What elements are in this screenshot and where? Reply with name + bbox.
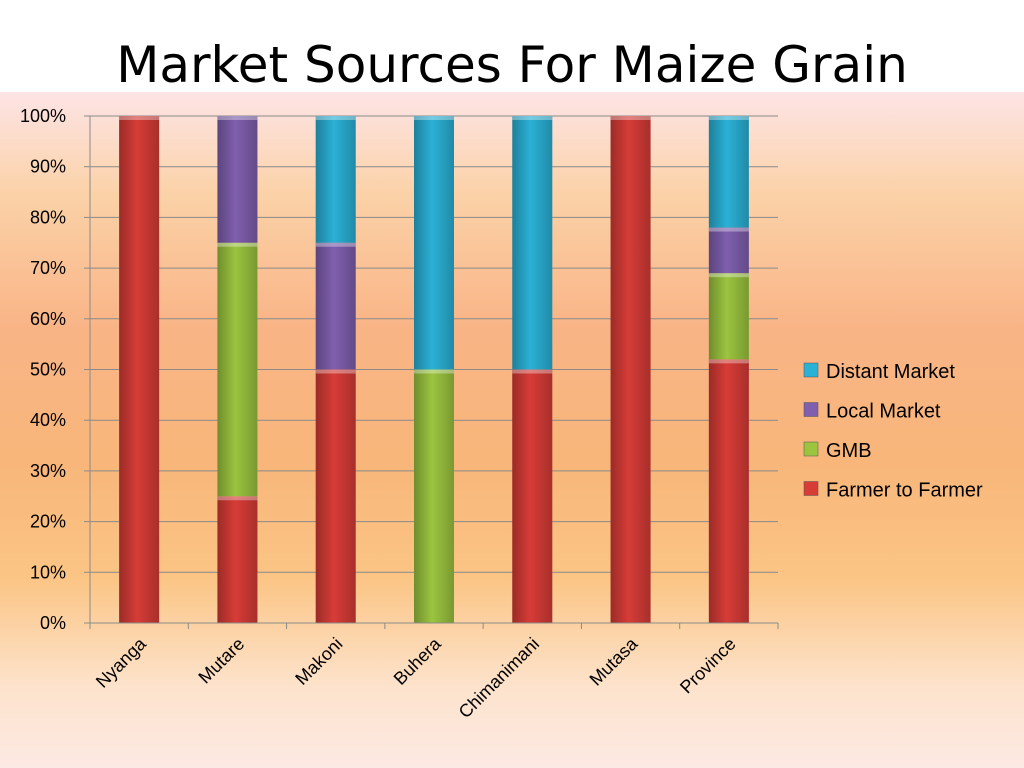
legend: Distant Market Local Market GMB Farmer to F… (803, 361, 983, 502)
bar-highlight (315, 242, 356, 247)
bar-highlight (708, 227, 749, 232)
bar-segment (119, 116, 160, 623)
legend-swatch (803, 402, 819, 417)
bar-highlight (512, 116, 553, 120)
bar-highlight (708, 359, 749, 364)
legend-item: Distant Market (803, 361, 955, 383)
bar-shading (512, 369, 553, 623)
bar-shading (315, 116, 356, 243)
bar-shading (414, 116, 454, 370)
y-tick-label: 70% (30, 258, 66, 278)
bar-highlight (708, 116, 749, 120)
slide-background (0, 92, 1024, 768)
bar-shading (315, 242, 356, 370)
bar-highlight (315, 369, 356, 374)
x-tick-label: Nyanga (92, 633, 151, 692)
x-tick-label: Buhera (390, 633, 446, 689)
legend-label: Distant Market (826, 361, 955, 383)
bar-shading (217, 242, 258, 497)
y-tick-label: 100% (20, 106, 66, 126)
y-tick-label: 10% (30, 562, 66, 582)
y-tick-label: 0% (40, 613, 66, 633)
bar-segment (315, 116, 356, 243)
x-tick-label: Mutasa (586, 633, 643, 690)
y-tick-label: 40% (30, 410, 66, 430)
y-tick-label: 60% (30, 309, 66, 329)
bar-highlight (414, 116, 454, 120)
bar-segment (414, 116, 454, 370)
bar-shading (414, 369, 454, 623)
x-tick-label: Mutare (194, 634, 248, 688)
legend-swatch (803, 362, 819, 378)
bar-shading (315, 369, 356, 623)
bar-shading (708, 359, 749, 623)
bar-highlight (315, 116, 356, 120)
bar-highlight (119, 116, 160, 120)
legend-label: GMB (826, 440, 872, 462)
legend-item: Farmer to Farmer (803, 480, 983, 502)
bar-highlight (708, 273, 749, 278)
bar-shading (119, 116, 160, 623)
x-tick-label: Makoni (291, 634, 346, 689)
y-tick-label: 20% (30, 512, 66, 532)
bar-highlight (512, 369, 553, 374)
bars (119, 116, 749, 623)
bar-segment (217, 242, 258, 497)
bar-segment (315, 369, 356, 623)
axes (89, 116, 778, 624)
bar-highlight (610, 116, 651, 120)
x-axis-ticks: Nyanga Mutare Makoni Buhera Chimanimani Mutas… (89, 623, 779, 722)
legend-swatch (803, 441, 819, 457)
legend-item: Local Market (803, 401, 941, 423)
bar-segment (512, 369, 553, 623)
legend-label: Farmer to Farmer (826, 480, 983, 502)
bar-segment (610, 116, 651, 623)
bar-segment (708, 116, 749, 228)
bar-shading (217, 116, 258, 243)
bar-segment (217, 116, 258, 243)
y-tick-label: 30% (30, 461, 66, 481)
bar-shading (610, 116, 651, 623)
bar-highlight (217, 496, 258, 501)
bar-segment (217, 496, 258, 623)
bar-segment (708, 227, 749, 274)
legend-item: GMB (803, 440, 872, 462)
bar-shading (708, 227, 749, 274)
bar-segment (315, 242, 356, 370)
bar-shading (708, 273, 749, 360)
y-tick-label: 80% (30, 207, 66, 227)
bar-highlight (414, 369, 454, 374)
chart-title: Market Sources For Maize Grain (116, 36, 908, 94)
bar-shading (217, 496, 258, 623)
bar-highlight (217, 242, 258, 247)
y-tick-label: 90% (30, 157, 66, 177)
bar-shading (708, 116, 749, 228)
y-axis-ticks: 0% 10% 20% 30% 40% 50% 60% 70% 80% 90% 100% (20, 106, 90, 633)
x-tick-label: Province (676, 634, 740, 698)
bar-segment (512, 116, 553, 370)
bar-highlight (217, 116, 258, 120)
legend-swatch (803, 481, 819, 496)
bar-segment (708, 359, 749, 623)
bar-shading (512, 116, 553, 370)
bar-segment (414, 369, 454, 623)
legend-label: Local Market (826, 401, 941, 423)
x-tick-label: Chimanimani (455, 634, 543, 722)
bar-segment (708, 273, 749, 360)
y-tick-label: 50% (30, 360, 66, 380)
